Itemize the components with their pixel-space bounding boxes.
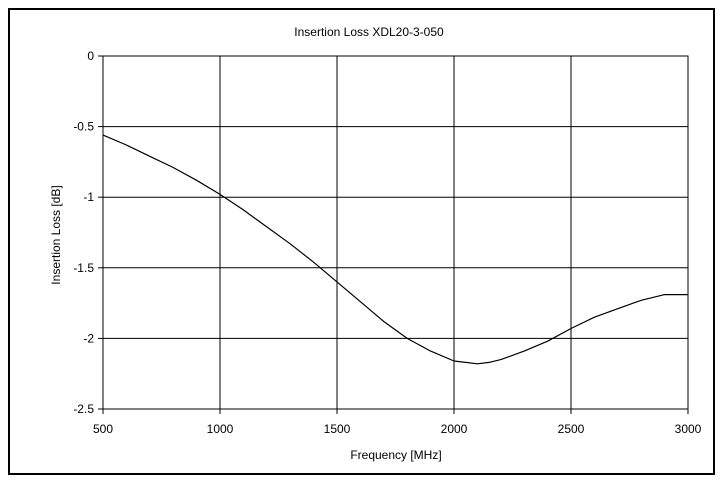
x-tick-label: 500 <box>93 422 113 436</box>
y-tick-label: -0.5 <box>73 120 94 134</box>
chart-title: Insertion Loss XDL20-3-050 <box>294 25 444 39</box>
tick-labels: 500 1000 1500 2000 2500 3000 0 -0.5 -1 -1.5 -2 -2.5 <box>73 49 701 436</box>
y-tick-label: -1 <box>83 190 94 204</box>
y-tick-label: -1.5 <box>73 261 94 275</box>
y-tick-label: -2.5 <box>73 402 94 416</box>
x-tick-label: 1000 <box>207 422 234 436</box>
series-group <box>102 134 688 365</box>
y-tick-label: 0 <box>87 49 94 63</box>
x-tick-label: 1500 <box>324 422 351 436</box>
x-tick-label: 2500 <box>558 422 585 436</box>
x-axis-label: Frequency [MHz] <box>350 448 441 462</box>
y-axis-label: Insertion Loss [dB] <box>49 185 63 284</box>
y-tick-label: -2 <box>83 331 94 345</box>
series-line <box>102 134 688 365</box>
grid <box>98 55 689 414</box>
x-tick-label: 3000 <box>675 422 702 436</box>
chart-frame <box>8 8 715 475</box>
plot-border <box>102 55 689 410</box>
x-tick-label: 2000 <box>441 422 468 436</box>
